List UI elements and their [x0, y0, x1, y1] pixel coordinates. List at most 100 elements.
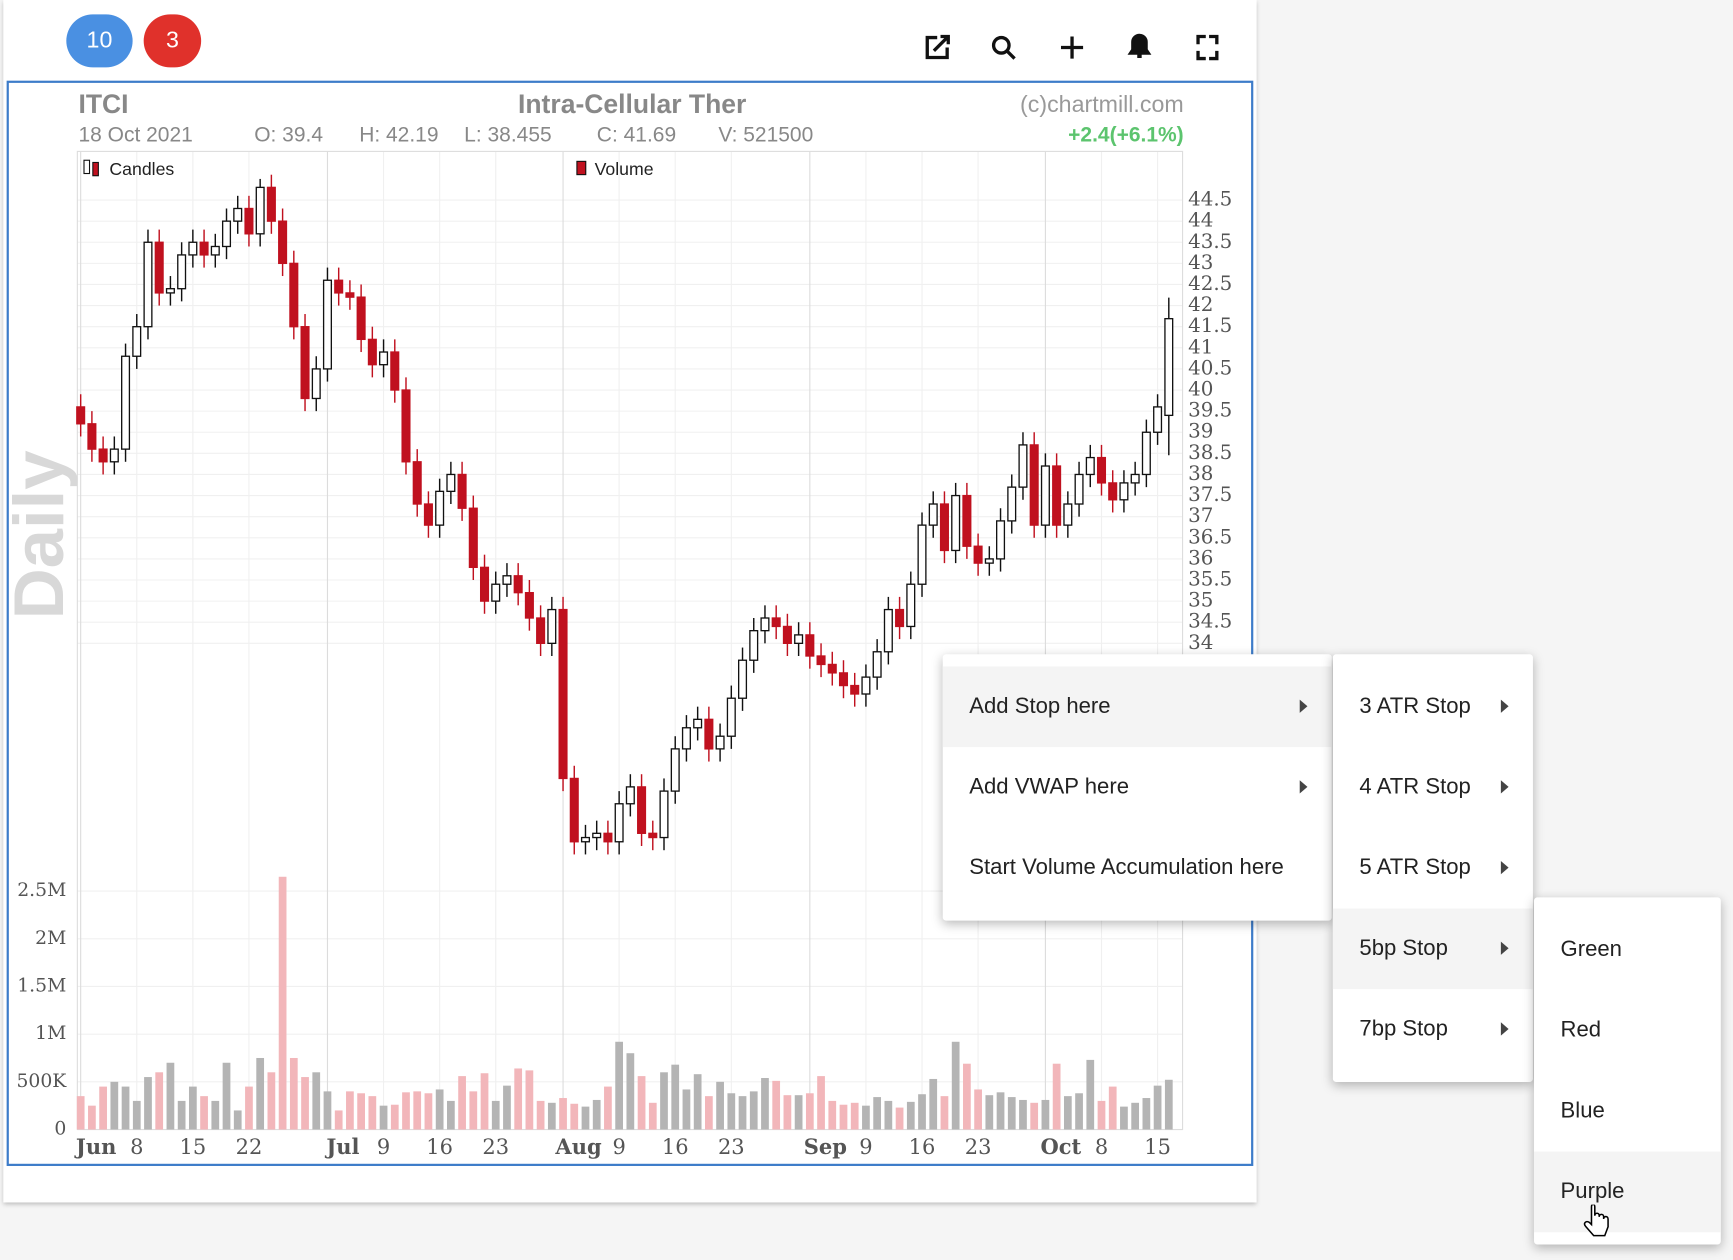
candle-body — [861, 676, 871, 695]
candle-body — [479, 566, 490, 602]
volume-bar — [660, 1072, 668, 1130]
volume-bar — [693, 1074, 702, 1130]
candle-body — [558, 608, 568, 780]
source: (c)chartmill.com — [1020, 91, 1184, 117]
y-tick-label: 42.5 — [1188, 272, 1232, 295]
candle-body — [244, 207, 254, 235]
x-tick-label: 15 — [1144, 1135, 1171, 1159]
volume-bar — [1108, 1086, 1117, 1130]
volume-bar — [918, 1094, 926, 1130]
fullscreen-icon[interactable] — [1196, 34, 1219, 61]
quote: O: 39.4 — [254, 123, 323, 146]
volume-bar — [794, 1095, 803, 1130]
volume-tick-label: 0 — [54, 1119, 66, 1140]
menu-item[interactable]: Start Volume Accumulation here — [969, 855, 1284, 880]
candle-body — [760, 617, 770, 632]
candle-body — [188, 241, 198, 256]
badge[interactable]: 3 — [143, 14, 202, 68]
menu-item[interactable]: Red — [1560, 1017, 1602, 1043]
candle-body — [1108, 482, 1118, 501]
candle-body — [233, 207, 243, 222]
volume-bar — [581, 1106, 590, 1130]
volume-bar — [480, 1073, 489, 1130]
candle-body — [625, 786, 635, 805]
watermark: Daily — [0, 450, 78, 619]
volume-bar — [738, 1096, 747, 1130]
y-tick-label: 39.5 — [1188, 399, 1232, 422]
menu-item[interactable]: Green — [1560, 937, 1622, 962]
candle-body — [76, 406, 86, 425]
candle-body — [1018, 444, 1028, 488]
x-tick-label: 16 — [909, 1135, 936, 1159]
volume-bar — [1019, 1099, 1027, 1130]
candle-body — [659, 790, 669, 839]
menu-item[interactable]: 5 ATR Stop — [1333, 828, 1533, 909]
menu-item[interactable]: Add Stop here — [942, 666, 1332, 748]
x-tick-label: 15 — [180, 1135, 207, 1159]
menu-item[interactable]: 7bp Stop — [1333, 989, 1533, 1070]
menu-item[interactable]: Purple — [1534, 1151, 1721, 1233]
menu-item[interactable]: 5bp Stop — [1332, 908, 1533, 990]
menu-item[interactable]: 4 ATR Stop — [1333, 747, 1533, 828]
volume-bar — [155, 1072, 164, 1130]
candle-body — [154, 241, 164, 294]
volume-bar — [1007, 1097, 1016, 1130]
menu-item[interactable]: Blue — [1560, 1098, 1605, 1123]
volume-bar — [615, 1041, 624, 1130]
candle-body — [962, 494, 972, 547]
menu-item[interactable]: 3 ATR Stop — [1333, 666, 1533, 747]
candle-body — [1164, 318, 1174, 417]
volume-tick-label: 1M — [35, 1023, 66, 1044]
volume-bar — [727, 1093, 736, 1130]
volume-bar — [873, 1097, 882, 1130]
stop-submenu: 3 ATR Stop 4 ATR Stop 5 ATR Stop 5bp Sto… — [1332, 654, 1533, 1082]
candle-body — [805, 634, 815, 657]
candle-body — [390, 351, 400, 391]
candle-body — [1130, 473, 1140, 484]
volume-bar — [301, 1077, 309, 1130]
volume-bar — [334, 1110, 343, 1130]
candle-body — [547, 608, 557, 645]
candle-body — [827, 663, 837, 674]
candle-body — [87, 423, 97, 450]
x-tick-label: 8 — [130, 1135, 143, 1159]
volume-bar — [413, 1091, 422, 1130]
candle-body — [1007, 486, 1017, 522]
volume-bar — [1164, 1079, 1173, 1130]
bell-icon[interactable] — [1127, 33, 1152, 59]
volume-bar — [749, 1091, 758, 1130]
y-tick-label: 34.5 — [1188, 610, 1232, 633]
volume-bar — [424, 1093, 433, 1130]
quote: V: 521500 — [718, 123, 813, 146]
candle-body — [513, 575, 523, 594]
candle-body — [749, 630, 759, 661]
candle-body — [996, 520, 1006, 560]
candle-body — [1119, 482, 1129, 501]
volume-bar — [592, 1099, 601, 1130]
y-tick-label: 37 — [1188, 504, 1213, 527]
candle-body — [1074, 473, 1084, 505]
x-tick-label: Sep — [804, 1134, 847, 1159]
menu-item[interactable]: Add VWAP here — [943, 747, 1332, 828]
volume-bar — [1097, 1100, 1106, 1130]
y-tick-label: 35 — [1188, 589, 1213, 612]
candle-body — [334, 279, 344, 294]
volume-bar — [850, 1102, 859, 1130]
add-icon[interactable] — [1060, 36, 1084, 59]
candle-body — [1141, 431, 1151, 476]
y-tick-label: 34 — [1188, 631, 1213, 654]
candle-body — [255, 186, 265, 235]
y-tick-label: 36 — [1188, 546, 1213, 569]
volume-bar — [525, 1070, 534, 1130]
volume-bar — [312, 1072, 321, 1130]
candle-body — [502, 575, 512, 585]
open-external-icon[interactable] — [925, 34, 950, 60]
candle-body — [648, 832, 658, 839]
badge[interactable]: 10 — [66, 14, 133, 68]
volume-bar — [1142, 1098, 1151, 1130]
volume-bar — [1131, 1102, 1140, 1130]
volume-bar — [1120, 1106, 1128, 1130]
volume-bar — [166, 1062, 175, 1130]
search-icon[interactable] — [991, 35, 1016, 60]
y-tick-label: 35.5 — [1188, 568, 1232, 591]
